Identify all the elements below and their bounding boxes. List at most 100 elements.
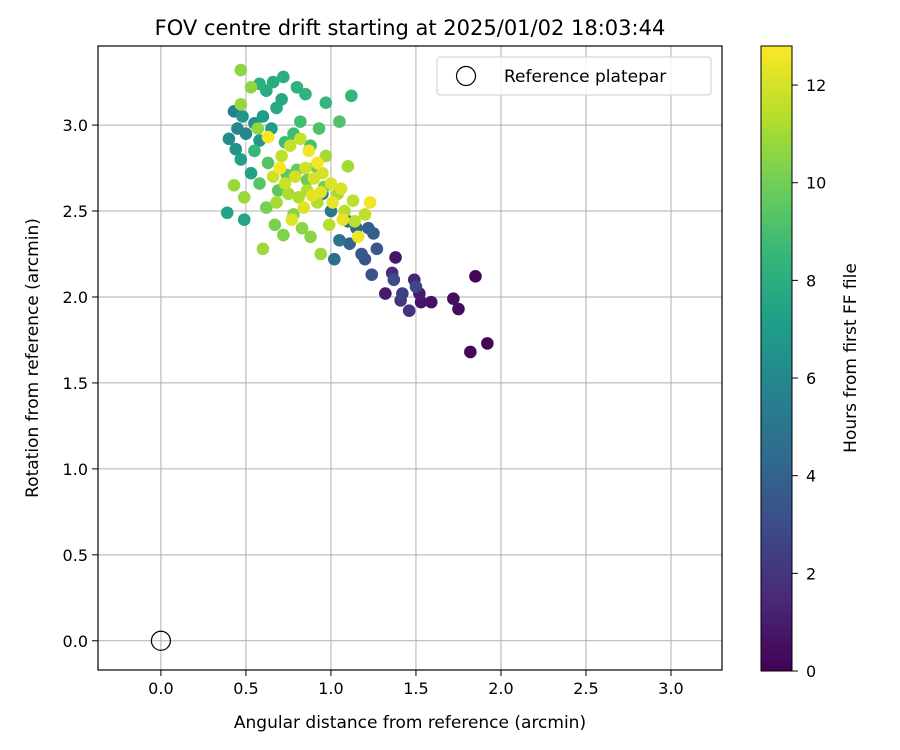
data-point — [370, 242, 384, 256]
colorbar-tick-label: 8 — [806, 271, 816, 290]
data-point — [292, 190, 305, 204]
data-point — [469, 270, 482, 283]
x-tick-label: 3.0 — [658, 679, 683, 698]
data-point — [365, 268, 379, 281]
colorbar-tick-label: 0 — [806, 662, 816, 681]
data-point — [304, 230, 317, 244]
colorbar-tick-label: 4 — [806, 467, 816, 486]
colorbar-label: Hours from first FF file — [841, 263, 861, 453]
data-point — [278, 177, 292, 190]
colorbar-tick-label: 2 — [806, 564, 816, 583]
data-point — [270, 196, 283, 209]
data-point — [402, 304, 416, 318]
data-point — [273, 161, 287, 175]
data-point — [387, 273, 401, 287]
data-point — [319, 96, 333, 110]
data-point — [244, 166, 258, 180]
data-point — [314, 185, 328, 199]
data-point — [447, 292, 460, 305]
legend: Reference platepar — [436, 56, 712, 96]
data-point — [396, 287, 409, 300]
legend-label-reference: Reference platepar — [504, 67, 666, 87]
colorbar-ticks: 0 2 4 6 8 10 12 — [792, 76, 826, 681]
data-point — [236, 110, 249, 123]
data-points — [220, 63, 494, 359]
x-axis-label: Angular distance from reference (arcmin) — [234, 713, 586, 733]
data-point — [234, 153, 248, 166]
data-point — [283, 139, 297, 153]
data-point — [345, 89, 358, 103]
data-point — [285, 213, 299, 226]
data-point — [231, 122, 244, 135]
data-point — [253, 177, 266, 190]
data-point — [333, 115, 346, 128]
legend-marker-reference — [455, 65, 477, 87]
data-point — [295, 221, 309, 235]
data-point — [311, 156, 324, 170]
data-point — [336, 213, 350, 226]
x-tick-label: 1.5 — [403, 679, 428, 698]
colorbar-tick-label: 10 — [806, 174, 826, 193]
chart-title: FOV centre drift starting at 2025/01/02 … — [155, 16, 666, 40]
x-tick-label: 1.0 — [318, 679, 343, 698]
data-point — [294, 132, 307, 146]
data-point — [314, 247, 328, 261]
data-point — [343, 237, 356, 250]
data-point — [288, 170, 302, 183]
data-point — [275, 92, 288, 106]
data-point — [261, 130, 275, 144]
data-point — [256, 242, 270, 256]
y-tick-label: 0.0 — [63, 632, 88, 651]
y-tick-label: 3.0 — [63, 116, 88, 135]
data-point — [297, 201, 311, 214]
colorbar-tick-label: 12 — [806, 76, 826, 95]
data-point — [328, 252, 341, 266]
data-point — [302, 144, 316, 158]
data-point — [237, 190, 251, 204]
data-point — [316, 166, 329, 180]
data-point — [389, 251, 402, 264]
data-point — [227, 178, 241, 192]
data-point — [481, 337, 494, 350]
y-tick-label: 1.5 — [63, 374, 88, 393]
y-tick-label: 1.0 — [63, 460, 88, 479]
data-point — [234, 63, 248, 77]
data-point — [268, 218, 282, 232]
data-point — [452, 302, 465, 316]
data-point — [312, 122, 326, 135]
data-point — [294, 115, 307, 128]
x-tick-label: 0.5 — [233, 679, 258, 698]
data-point — [299, 87, 312, 101]
data-point — [266, 170, 280, 183]
data-point — [348, 215, 362, 228]
data-point — [358, 208, 372, 221]
x-tick-label: 0.0 — [148, 679, 173, 698]
x-axis-ticks: 0.0 0.5 1.0 1.5 2.0 2.5 3.0 — [148, 670, 684, 698]
data-point — [319, 149, 333, 163]
data-point — [346, 194, 360, 208]
data-point — [222, 132, 236, 146]
data-point — [237, 213, 251, 226]
data-point — [256, 110, 270, 123]
x-tick-label: 2.0 — [488, 679, 513, 698]
reference-point — [150, 630, 172, 651]
data-point — [424, 295, 438, 309]
data-point — [220, 206, 234, 220]
data-point — [244, 80, 258, 94]
data-point — [299, 161, 312, 175]
data-point — [261, 156, 275, 170]
reference-marker — [150, 630, 172, 651]
data-point — [464, 345, 477, 359]
data-point — [277, 70, 290, 84]
y-axis-label: Rotation from reference (arcmin) — [23, 218, 43, 498]
data-point — [277, 228, 290, 242]
x-tick-label: 2.5 — [573, 679, 598, 698]
data-point — [248, 144, 261, 158]
data-point — [290, 80, 304, 94]
data-point — [355, 247, 368, 261]
data-point — [282, 187, 295, 201]
data-point — [326, 196, 339, 209]
data-point — [409, 280, 423, 293]
colorbar-tick-label: 6 — [806, 369, 816, 388]
